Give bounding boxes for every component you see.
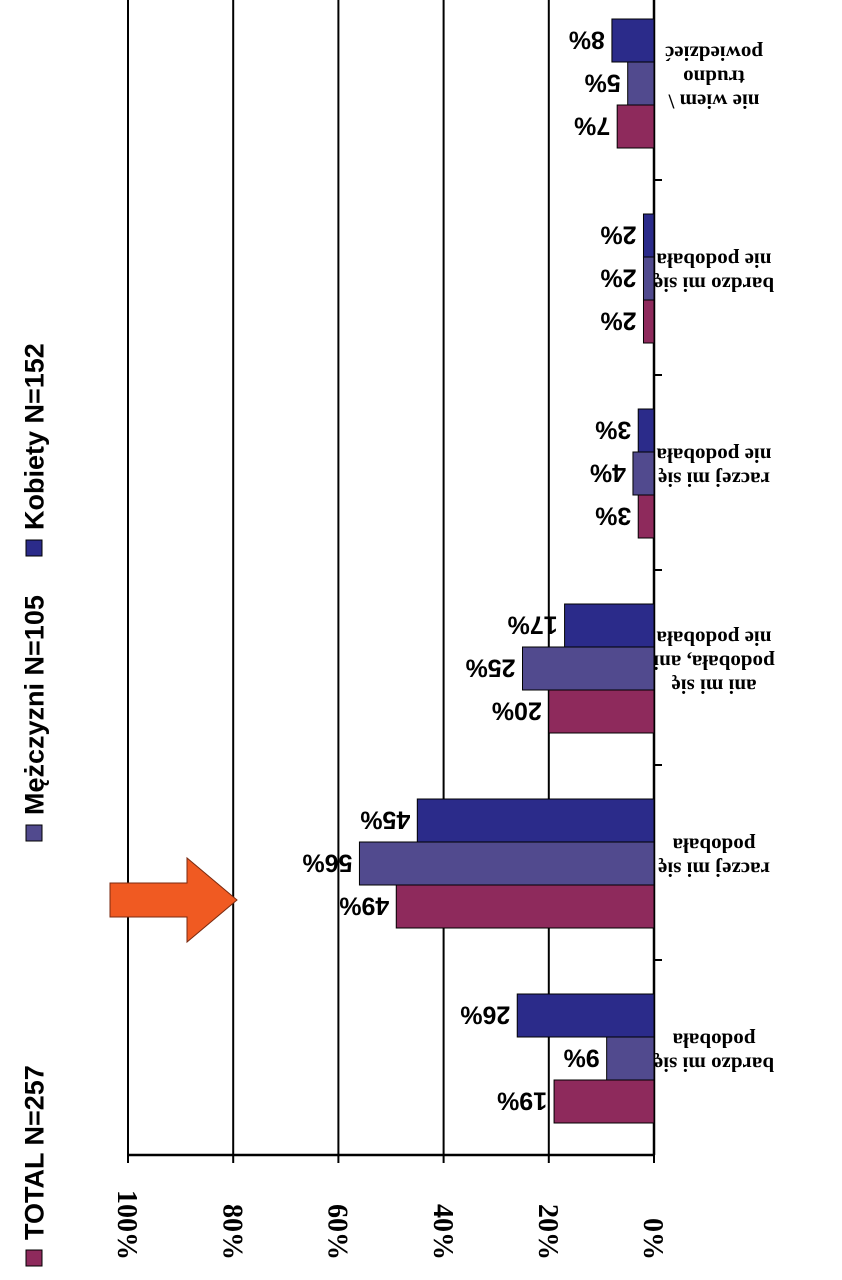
bar (522, 646, 655, 691)
axes (127, 0, 662, 1163)
legend-label: TOTAL N=257 (19, 1065, 49, 1240)
arrow-annotation (109, 856, 238, 944)
legend-label: Mężczyzni N=105 (19, 595, 49, 815)
bar (642, 213, 655, 258)
bar (627, 61, 655, 106)
data-label: 7% (574, 112, 610, 140)
data-label: 4% (590, 459, 626, 487)
data-label: 5% (585, 69, 621, 97)
bar (642, 299, 655, 344)
data-label: 49% (339, 892, 389, 920)
category-label: nie podobała (656, 249, 771, 273)
category-label: nie podobała (656, 627, 771, 651)
category-label: trudno (683, 66, 745, 90)
bar (637, 408, 655, 453)
bar (611, 18, 655, 63)
category-label: podobała, ani (653, 651, 775, 675)
data-label: 17% (508, 611, 558, 639)
bar (395, 884, 655, 929)
data-label: 19% (497, 1087, 547, 1115)
legend-swatch (25, 539, 43, 557)
data-label: 26% (460, 1001, 510, 1029)
data-label: 25% (465, 654, 515, 682)
data-label: 2% (600, 221, 636, 249)
category-label: bardzo mi się (654, 1053, 774, 1077)
data-label: 2% (600, 264, 636, 292)
bar (632, 451, 655, 496)
legend-swatch (25, 824, 43, 842)
category-label: podobała (672, 1029, 755, 1053)
tick-labels: 0% 20% 40% 60% 80% 100% (111, 1190, 668, 1260)
legend-label: Kobiety N=152 (19, 343, 49, 530)
gridlines (127, 0, 550, 1155)
axis-tick-label: 20% (532, 1204, 563, 1260)
bar (642, 256, 655, 301)
data-label: 3% (595, 416, 631, 444)
bar (516, 993, 655, 1038)
legend-swatch (25, 1249, 43, 1267)
data-label: 56% (302, 849, 352, 877)
axis-tick-label: 60% (322, 1204, 353, 1260)
data-label: 2% (600, 307, 636, 335)
bar (637, 494, 655, 539)
bar (553, 1079, 655, 1124)
axis-tick-label: 100% (111, 1190, 142, 1260)
data-label: 8% (569, 26, 605, 54)
bar (416, 798, 655, 843)
chart-rotated-group: 19% 9% 26% 49% 56% 45% 20% 25% 17% 3% 4% 3% 2% 2% 2% 7%… (19, 0, 775, 1267)
category-label: nie wiem \ (667, 90, 759, 114)
bars (358, 18, 655, 1124)
bar (606, 1036, 655, 1081)
bar (616, 104, 655, 149)
bar (358, 841, 655, 886)
category-label: raczej mi się (658, 468, 770, 492)
axis-tick-label: 40% (427, 1204, 458, 1260)
category-label: ani mi się (671, 675, 756, 699)
axis-tick-label: 0% (637, 1218, 668, 1260)
bar (548, 689, 655, 734)
category-label: podobała (672, 834, 755, 858)
data-label: 20% (492, 697, 542, 725)
data-label: 3% (595, 502, 631, 530)
category-label: bardzo mi się (654, 273, 774, 297)
category-label: raczej mi się (658, 858, 770, 882)
category-label: powiedzieć (665, 42, 763, 66)
legend: TOTAL N=257 Mężczyzni N=105 Kobiety N=152 (19, 343, 49, 1267)
axis-tick-label: 80% (216, 1204, 247, 1260)
category-label: nie podobała (656, 444, 771, 468)
data-label: 9% (564, 1044, 600, 1072)
bar (564, 603, 655, 648)
value-labels: 19% 9% 26% 49% 56% 45% 20% 25% 17% 3% 4% 3% 2% 2% 2% 7%… (302, 26, 636, 1115)
data-label: 45% (360, 806, 410, 834)
